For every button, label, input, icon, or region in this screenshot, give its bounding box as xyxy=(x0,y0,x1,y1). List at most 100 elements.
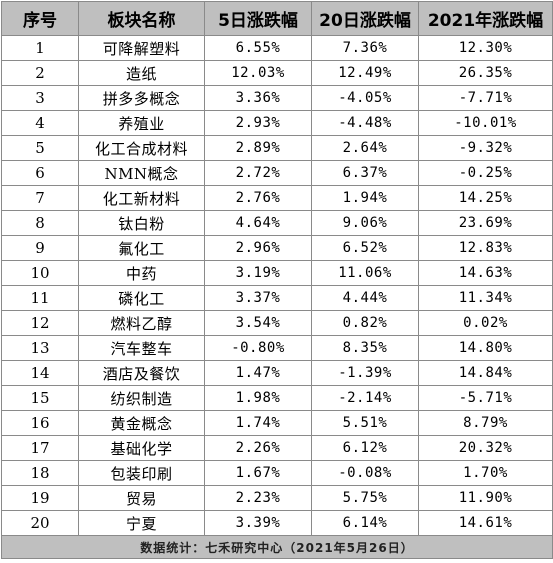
change-5d-cell: 2.23% xyxy=(204,485,312,511)
table-row: 5 化工合成材料 2.89% 2.64% -9.32% xyxy=(1,135,553,161)
change-5d-cell: 2.76% xyxy=(204,185,312,211)
sector-name-cell: 化工新材料 xyxy=(78,185,205,211)
sector-name-cell: 酒店及餐饮 xyxy=(78,360,205,386)
sector-name-cell: 中药 xyxy=(78,260,205,286)
table-row: 12 燃料乙醇 3.54% 0.82% 0.02% xyxy=(1,310,553,336)
sector-name-cell: NMN概念 xyxy=(78,160,205,186)
table-row: 10 中药 3.19% 11.06% 14.63% xyxy=(1,260,553,286)
sector-name-cell: 贸易 xyxy=(78,485,205,511)
change-5d-cell: 1.74% xyxy=(204,410,312,436)
change-20d-cell: -0.08% xyxy=(311,460,419,486)
sector-name-cell: 磷化工 xyxy=(78,285,205,311)
sector-name-cell: 氟化工 xyxy=(78,235,205,261)
change-20d-cell: 1.94% xyxy=(311,185,419,211)
change-5d-cell: 6.55% xyxy=(204,35,312,61)
change-2021-cell: 8.79% xyxy=(418,410,553,436)
table-row: 18 包装印刷 1.67% -0.08% 1.70% xyxy=(1,460,553,486)
footer-row: 数据统计：七禾研究中心（2021年5月26日） xyxy=(1,535,553,559)
change-5d-cell: 3.37% xyxy=(204,285,312,311)
row-index-cell: 14 xyxy=(1,360,79,386)
row-index-cell: 5 xyxy=(1,135,79,161)
change-20d-cell: 6.52% xyxy=(311,235,419,261)
change-20d-cell: 0.82% xyxy=(311,310,419,336)
change-2021-cell: 14.25% xyxy=(418,185,553,211)
row-index-cell: 6 xyxy=(1,160,79,186)
row-index-cell: 1 xyxy=(1,35,79,61)
change-20d-cell: 12.49% xyxy=(311,60,419,86)
change-20d-cell: 8.35% xyxy=(311,335,419,361)
change-5d-cell: 4.64% xyxy=(204,210,312,236)
sector-name-cell: 拼多多概念 xyxy=(78,85,205,111)
change-5d-cell: 2.93% xyxy=(204,110,312,136)
change-20d-cell: -4.05% xyxy=(311,85,419,111)
sector-name-cell: 纺织制造 xyxy=(78,385,205,411)
header-5d-change: 5日涨跌幅 xyxy=(204,1,312,36)
table-body: 1 可降解塑料 6.55% 7.36% 12.30% 2 造纸 12.03% 12.49% 26.… xyxy=(1,35,553,536)
table-row: 2 造纸 12.03% 12.49% 26.35% xyxy=(1,60,553,86)
change-5d-cell: 1.67% xyxy=(204,460,312,486)
row-index-cell: 15 xyxy=(1,385,79,411)
change-20d-cell: -2.14% xyxy=(311,385,419,411)
change-5d-cell: 12.03% xyxy=(204,60,312,86)
change-5d-cell: 2.96% xyxy=(204,235,312,261)
change-20d-cell: 4.44% xyxy=(311,285,419,311)
sector-name-cell: 燃料乙醇 xyxy=(78,310,205,336)
change-5d-cell: 3.54% xyxy=(204,310,312,336)
change-2021-cell: -5.71% xyxy=(418,385,553,411)
change-20d-cell: 5.51% xyxy=(311,410,419,436)
change-5d-cell: 3.19% xyxy=(204,260,312,286)
change-5d-cell: 1.47% xyxy=(204,360,312,386)
table-row: 16 黄金概念 1.74% 5.51% 8.79% xyxy=(1,410,553,436)
sector-name-cell: 化工合成材料 xyxy=(78,135,205,161)
row-index-cell: 17 xyxy=(1,435,79,461)
header-2021-change: 2021年涨跌幅 xyxy=(418,1,553,36)
table-row: 3 拼多多概念 3.36% -4.05% -7.71% xyxy=(1,85,553,111)
change-20d-cell: 6.12% xyxy=(311,435,419,461)
change-5d-cell: 1.98% xyxy=(204,385,312,411)
table-row: 7 化工新材料 2.76% 1.94% 14.25% xyxy=(1,185,553,211)
sector-name-cell: 包装印刷 xyxy=(78,460,205,486)
change-20d-cell: 6.14% xyxy=(311,510,419,536)
change-2021-cell: 26.35% xyxy=(418,60,553,86)
table-row: 19 贸易 2.23% 5.75% 11.90% xyxy=(1,485,553,511)
data-source-note: 数据统计：七禾研究中心（2021年5月26日） xyxy=(1,535,553,559)
change-2021-cell: 11.90% xyxy=(418,485,553,511)
sector-name-cell: 养殖业 xyxy=(78,110,205,136)
header-index: 序号 xyxy=(1,1,79,36)
change-2021-cell: 0.02% xyxy=(418,310,553,336)
row-index-cell: 11 xyxy=(1,285,79,311)
table-row: 11 磷化工 3.37% 4.44% 11.34% xyxy=(1,285,553,311)
change-2021-cell: 23.69% xyxy=(418,210,553,236)
change-5d-cell: 3.39% xyxy=(204,510,312,536)
change-20d-cell: -4.48% xyxy=(311,110,419,136)
sector-name-cell: 造纸 xyxy=(78,60,205,86)
change-5d-cell: 2.26% xyxy=(204,435,312,461)
row-index-cell: 18 xyxy=(1,460,79,486)
change-2021-cell: -0.25% xyxy=(418,160,553,186)
change-20d-cell: 6.37% xyxy=(311,160,419,186)
table-row: 6 NMN概念 2.72% 6.37% -0.25% xyxy=(1,160,553,186)
row-index-cell: 8 xyxy=(1,210,79,236)
change-20d-cell: 2.64% xyxy=(311,135,419,161)
change-20d-cell: 11.06% xyxy=(311,260,419,286)
change-2021-cell: -10.01% xyxy=(418,110,553,136)
sector-name-cell: 汽车整车 xyxy=(78,335,205,361)
header-sector-name: 板块名称 xyxy=(78,1,205,36)
change-2021-cell: -9.32% xyxy=(418,135,553,161)
table-row: 13 汽车整车 -0.80% 8.35% 14.80% xyxy=(1,335,553,361)
change-2021-cell: 12.83% xyxy=(418,235,553,261)
row-index-cell: 4 xyxy=(1,110,79,136)
change-5d-cell: 3.36% xyxy=(204,85,312,111)
change-2021-cell: 12.30% xyxy=(418,35,553,61)
table-row: 14 酒店及餐饮 1.47% -1.39% 14.84% xyxy=(1,360,553,386)
table-row: 15 纺织制造 1.98% -2.14% -5.71% xyxy=(1,385,553,411)
row-index-cell: 13 xyxy=(1,335,79,361)
change-2021-cell: 11.34% xyxy=(418,285,553,311)
change-20d-cell: -1.39% xyxy=(311,360,419,386)
row-index-cell: 20 xyxy=(1,510,79,536)
row-index-cell: 2 xyxy=(1,60,79,86)
change-20d-cell: 5.75% xyxy=(311,485,419,511)
header-20d-change: 20日涨跌幅 xyxy=(311,1,419,36)
